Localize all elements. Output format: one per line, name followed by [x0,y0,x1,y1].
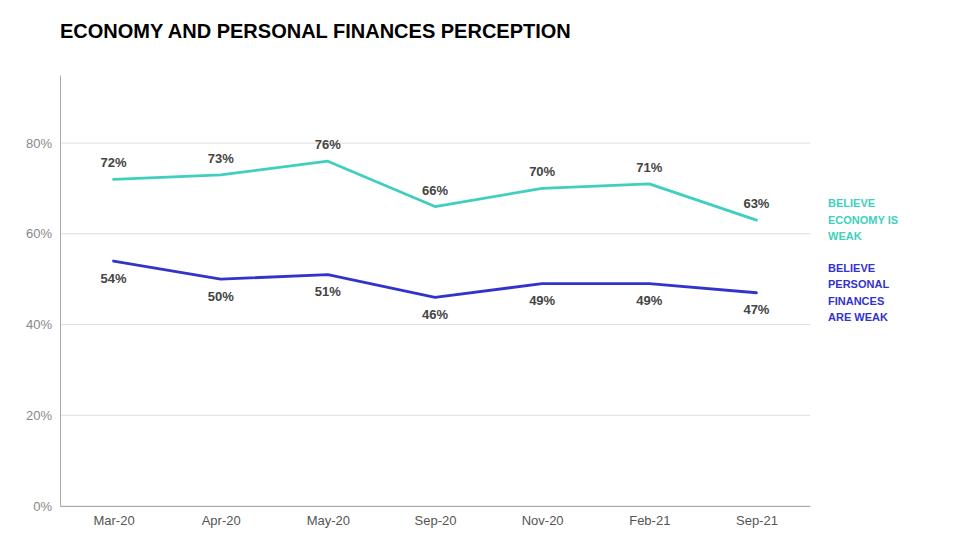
x-axis-line [61,506,811,507]
y-tick-label: 40% [26,317,52,332]
data-label: 72% [101,155,127,170]
data-label: 47% [743,302,769,317]
x-tick-label: May-20 [307,513,350,528]
data-label: 50% [208,289,234,304]
data-label: 70% [529,164,555,179]
data-label: 51% [315,284,341,299]
data-label: 66% [422,183,448,198]
chart-svg: 0% 20% 40% 60% 80% Mar-20 Apr-20 May-20 Sep-20 No… [0,0,980,551]
data-label: 46% [422,307,448,322]
series-label: BELIEVE PERSONAL FINANCES ARE WEAK [828,260,889,326]
data-labels: 72% 73% 76% 66% 70% 71% 63% 54% 50% 51% 46% 49% 49% 4… [101,137,770,322]
y-axis: 0% 20% 40% 60% 80% [26,76,61,514]
x-tick-label: Sep-20 [415,513,457,528]
y-tick: 40% [26,317,52,332]
grid [60,143,810,506]
x-tick: Feb-21 [629,513,670,528]
data-label: 76% [315,137,341,152]
y-tick-label: 80% [26,136,52,151]
plot: 0% 20% 40% 60% 80% Mar-20 Apr-20 May-20 Sep-20 No… [26,76,811,529]
y-axis-line [60,76,61,507]
x-tick: Apr-20 [202,513,241,528]
grid-line [60,324,810,325]
y-tick: 0% [33,499,52,514]
y-tick: 20% [26,408,52,423]
x-axis: Mar-20 Apr-20 May-20 Sep-20 Nov-20 Feb-21 Sep-… [61,507,811,529]
data-label: 73% [208,151,234,166]
series-label: BELIEVE ECONOMY IS WEAK [828,195,898,245]
y-tick-label: 20% [26,408,52,423]
x-tick-label: Mar-20 [93,513,134,528]
grid-line [60,506,810,507]
grid-line [60,233,810,234]
grid-line [60,415,810,416]
chart-container: 0% 20% 40% 60% 80% Mar-20 Apr-20 May-20 Sep-20 No… [0,0,980,551]
x-tick: May-20 [307,513,350,528]
x-tick: Mar-20 [93,513,134,528]
y-tick: 60% [26,226,52,241]
data-label: 71% [636,160,662,175]
data-label: 54% [101,271,127,286]
x-tick-label: Sep-21 [736,513,778,528]
data-label: 49% [636,293,662,308]
y-tick: 80% [26,136,52,151]
x-tick-label: Apr-20 [202,513,241,528]
x-tick-label: Nov-20 [522,513,564,528]
y-tick-label: 0% [33,499,52,514]
series-group [114,161,757,297]
chart-title: ECONOMY AND PERSONAL FINANCES PERCEPTION [60,20,571,42]
data-label: 63% [743,196,769,211]
grid-line [60,143,810,144]
x-tick-label: Feb-21 [629,513,670,528]
y-tick-label: 60% [26,226,52,241]
x-tick: Nov-20 [522,513,564,528]
x-tick: Sep-21 [736,513,778,528]
x-tick: Sep-20 [415,513,457,528]
data-label: 49% [529,293,555,308]
